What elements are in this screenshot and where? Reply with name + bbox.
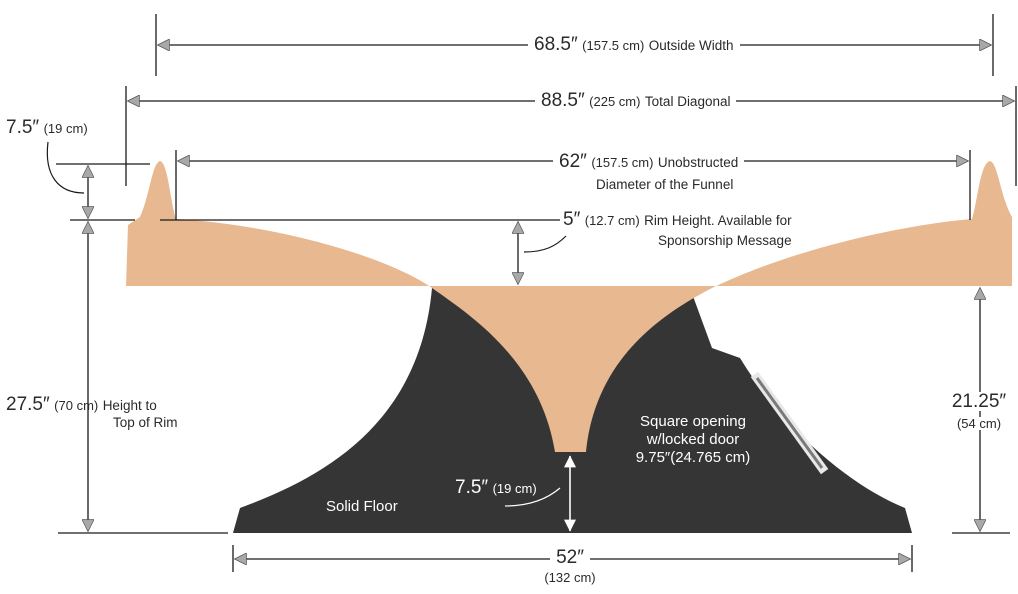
outside-width-label: 68.5″ (157.5 cm) Outside Width (528, 35, 740, 54)
base-width-label: 52″ (132 cm) (520, 548, 620, 584)
locked-door (750, 371, 829, 475)
height-to-rim-metric: (70 cm) (54, 398, 99, 413)
rim-lip-value: 7.5″ (6, 117, 40, 138)
total-diagonal-label: 88.5″ (225 cm) Total Diagonal (535, 90, 737, 111)
floor-gap-metric: (19 cm) (492, 481, 537, 496)
outside-width-value: 68.5″ (534, 34, 578, 55)
total-diagonal-text: Total Diagonal (644, 94, 731, 109)
opening-line-1: Square opening (640, 413, 746, 430)
total-diagonal-value: 88.5″ (541, 90, 585, 111)
rim-lip-metric: (19 cm) (43, 121, 88, 136)
side-height-label: 21.25″ (54 cm) (940, 392, 1018, 430)
unobstructed-metric: (157.5 cm) (591, 155, 654, 170)
height-to-rim-text-2: Top of Rim (113, 415, 178, 430)
height-to-rim-value: 27.5″ (6, 394, 50, 415)
side-height-value: 21.25″ (945, 392, 1013, 411)
solid-floor-label: Solid Floor (326, 498, 398, 515)
height-to-rim-label: 27.5″ (70 cm) Height to (6, 395, 157, 414)
rim-height-text-1: Rim Height. Available for (644, 213, 792, 228)
rim-height-label: 5″ (12.7 cm) Rim Height. Available for (563, 210, 792, 229)
rim-height-text-2: Sponsorship Message (658, 233, 792, 248)
unobstructed-text-2: Diameter of the Funnel (596, 177, 734, 192)
rim-height-value: 5″ (563, 209, 581, 230)
unobstructed-label: 62″ (157.5 cm) Unobstructed (553, 151, 745, 172)
rim-height-metric: (12.7 cm) (584, 213, 640, 228)
opening-label: Square opening w/locked door 9.75″(24.76… (618, 413, 768, 467)
opening-line-2: w/locked door (646, 431, 740, 448)
unobstructed-value: 62″ (559, 151, 587, 172)
rim-lip-label: 7.5″ (19 cm) (6, 118, 88, 137)
total-diagonal-metric: (225 cm) (589, 94, 641, 109)
floor-gap-dimension (504, 455, 576, 532)
left-height-dimensions (46, 141, 228, 534)
base-width-value: 52″ (550, 548, 590, 567)
funnel-body (126, 161, 1012, 452)
unobstructed-text-1: Unobstructed (657, 155, 739, 170)
outside-width-text: Outside Width (648, 38, 734, 53)
side-height-metric: (54 cm) (940, 417, 1018, 430)
rim-height-dimension (160, 219, 567, 284)
opening-line-3: 9.75″(24.765 cm) (635, 449, 751, 466)
outside-width-metric: (157.5 cm) (582, 38, 645, 53)
floor-gap-label: 7.5″ (19 cm) (455, 478, 537, 497)
floor-gap-value: 7.5″ (455, 477, 489, 498)
base-width-metric: (132 cm) (544, 570, 596, 585)
height-to-rim-text-1: Height to (102, 398, 157, 413)
